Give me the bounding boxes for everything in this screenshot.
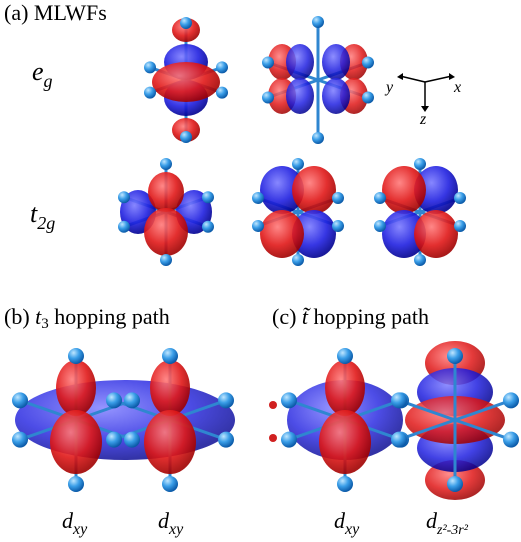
orbital-drawings [12,16,519,500]
atom [216,87,228,99]
atom [337,348,353,364]
atom [118,191,130,203]
atom [180,131,192,143]
atom [144,61,156,73]
axis-arrow [425,76,452,82]
atom [503,432,519,448]
orbital-lobe [322,44,350,80]
atom [292,254,304,266]
row-label: t2g [30,199,55,233]
atom [281,392,297,408]
atom [106,392,122,408]
atom [124,392,140,408]
atom [374,220,386,232]
orbital-lobe [56,360,96,416]
atom [160,254,172,266]
atom [12,392,28,408]
atom [12,432,28,448]
atom [312,132,324,144]
atom [281,432,297,448]
panel-c-label: (c) t̃ hopping path [272,304,429,329]
atom [292,158,304,170]
atom [447,476,463,492]
atom [202,191,214,203]
axis-arrow [400,76,425,82]
orbital-lobe [144,208,188,256]
atom [391,392,407,408]
orbital-lobe [325,360,365,416]
orbital-lobe [152,62,220,102]
atom [162,476,178,492]
atom [216,61,228,73]
orbital-lobe [148,172,184,212]
orbital-label: dz²-3r² [426,508,469,538]
atom [106,432,122,448]
orbital-lobe [15,380,235,460]
orbital-lobe [414,210,458,258]
row-label: eg [32,57,53,91]
atom [162,348,178,364]
axis-label: x [453,79,461,96]
atom [118,221,130,233]
orbital-lobe [319,410,371,474]
atom [391,432,407,448]
small-lobe [269,401,277,409]
atom [262,92,274,104]
atom [124,432,140,448]
atom [252,192,264,204]
atom [332,220,344,232]
atom [454,220,466,232]
atom [454,192,466,204]
atom [218,392,234,408]
orbital-label: dxy [334,508,360,538]
atom [218,432,234,448]
atom [362,92,374,104]
orbital-lobe [292,166,336,214]
atom [144,87,156,99]
atom [68,348,84,364]
atom [414,254,426,266]
atom [312,16,324,28]
small-lobe [269,434,277,442]
orbital-lobe [286,44,314,80]
atom [202,221,214,233]
orbital-lobe [150,360,190,416]
arrow-head [397,73,455,112]
axis-label: z [419,111,427,128]
atom [160,158,172,170]
orbital-lobe [50,410,102,474]
panel-b-label: (b) t3 hopping path [4,304,170,332]
axis-label: y [384,79,394,96]
atom [447,348,463,364]
atom [332,192,344,204]
atom [503,392,519,408]
orbital-label: dxy [158,508,184,538]
panel-a-label: (a) MLWFs [4,0,107,25]
orbital-lobe [286,78,314,114]
atom [337,476,353,492]
atom [262,57,274,69]
figure: (a) MLWFs eg t2g y x z (b) t3 hopping pa… [0,0,521,542]
atom [374,192,386,204]
orbital-lobe [322,78,350,114]
atom [252,220,264,232]
atom [180,17,192,29]
atom [414,158,426,170]
orbital-lobe [144,410,196,474]
orbital-label: dxy [62,508,88,538]
atom [362,57,374,69]
orbital-lobe [382,166,426,214]
orbital-lobe [260,210,304,258]
atom [68,476,84,492]
